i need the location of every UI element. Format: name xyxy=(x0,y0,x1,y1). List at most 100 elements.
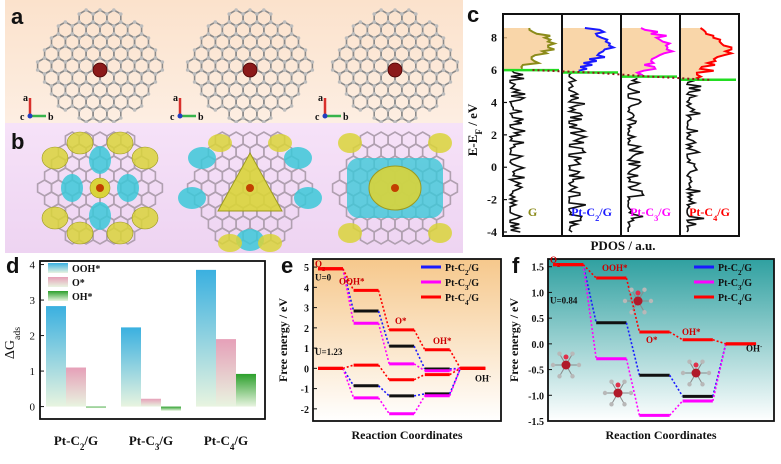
carbon-atom xyxy=(296,44,301,48)
carbon-atom xyxy=(227,116,232,120)
carbon-atom xyxy=(35,60,40,64)
carbon-atom xyxy=(379,56,383,60)
carbon-atom xyxy=(372,44,377,48)
ytick: -1.5 xyxy=(528,417,544,428)
carbon-atom xyxy=(153,56,158,60)
carbon-atom xyxy=(91,60,95,64)
energy-connector xyxy=(448,368,462,395)
carbon-atom xyxy=(296,84,301,88)
carbon-atom xyxy=(63,68,68,72)
carbon-atom xyxy=(213,84,218,88)
panel-d: ΔGads 0 1 2 3 4 Pt-C2/G Pt-C3/G Pt-C4/G OOH* O* OH*… xyxy=(0,253,275,459)
carbon-atom xyxy=(98,80,102,84)
carbon-atom xyxy=(248,120,252,124)
carbon-atom xyxy=(622,379,627,384)
carbon-atom xyxy=(139,24,144,28)
carbon-atom xyxy=(455,60,460,64)
carbon-atom xyxy=(386,116,390,120)
carbon-atom xyxy=(609,402,614,407)
carbon-atom xyxy=(255,84,259,88)
iso-lobe-yellow xyxy=(268,134,292,152)
carbon-atom xyxy=(192,56,197,60)
carbon-atom xyxy=(365,104,370,108)
carbon-atom xyxy=(49,84,54,88)
carbon-atom xyxy=(220,80,225,84)
adsorbate-structure-1 xyxy=(550,351,582,379)
carbon-atom xyxy=(213,60,218,64)
energy-connector xyxy=(413,345,426,370)
carbon-atom xyxy=(282,44,287,48)
carbon-atom xyxy=(234,104,238,108)
carbon-atom xyxy=(407,32,411,36)
energy-connector xyxy=(342,364,354,370)
graphene-hexagon xyxy=(387,227,403,245)
carbon-atom xyxy=(262,56,266,60)
iso-lobe-yellow xyxy=(131,146,159,170)
iso-lobe-cyan xyxy=(236,229,264,251)
carbon-atom xyxy=(234,24,238,28)
energy-connector xyxy=(625,322,641,376)
bar-category-label: Pt-C3/G xyxy=(129,433,173,452)
carbon-atom xyxy=(213,20,218,24)
carbon-atom xyxy=(241,116,245,120)
pdos-trace-unoccupied-4 xyxy=(695,27,735,80)
carbon-atom xyxy=(407,104,411,108)
bar-OOH-3 xyxy=(196,269,216,407)
carbon-atom xyxy=(98,48,102,52)
carbon-atom xyxy=(344,36,349,40)
carbon-atom xyxy=(386,108,390,112)
graphene-hexagon xyxy=(256,105,272,123)
carbon-atom xyxy=(139,96,144,100)
carbon-atom xyxy=(70,96,75,100)
carbon-atom xyxy=(448,56,453,60)
carbon-atom xyxy=(98,120,102,124)
carbon-atom xyxy=(365,32,370,36)
carbon-atom xyxy=(262,72,266,76)
bar-plot-frame xyxy=(39,260,266,420)
carbon-atom xyxy=(241,20,245,24)
carbon-atom xyxy=(112,8,116,12)
iso-lobe-yellow xyxy=(41,206,69,230)
carbon-atom xyxy=(49,36,54,40)
carbon-atom xyxy=(248,96,252,100)
carbon-atom xyxy=(448,80,453,84)
graphene-hexagon xyxy=(106,105,122,123)
carbon-atom xyxy=(91,92,95,96)
carbon-atom xyxy=(379,72,383,76)
graphene-hexagon xyxy=(401,105,417,123)
carbon-atom xyxy=(372,68,377,72)
carbon-atom xyxy=(42,72,47,76)
panel-e: Free energy / eV 5 4 3 2 1 0 -1 -2 Reaction Coord… xyxy=(275,253,506,459)
carbon-atom xyxy=(289,104,294,108)
carbon-atom xyxy=(49,68,54,72)
pdos-trace-occupied-3 xyxy=(625,77,645,232)
carbon-atom xyxy=(268,44,273,48)
carbon-atom xyxy=(393,80,397,84)
carbon-atom xyxy=(289,80,294,84)
carbon-atom xyxy=(112,48,116,52)
carbon-atom xyxy=(77,108,82,112)
pdos-fill-1 xyxy=(503,28,555,71)
graphene-sheet-3 xyxy=(330,8,460,124)
carbon-atom xyxy=(386,60,390,64)
pdos-frame-4 xyxy=(679,13,740,237)
carbon-atom xyxy=(407,48,411,52)
carbon-atom xyxy=(132,60,137,64)
carbon-atom xyxy=(105,108,109,112)
annot-u: U=0.84 xyxy=(550,296,578,306)
carbon-atom xyxy=(63,20,68,24)
carbon-atom xyxy=(427,60,432,64)
carbon-atom xyxy=(365,48,370,52)
bar-O-3 xyxy=(216,339,236,407)
pdos-trace-unoccupied-1 xyxy=(520,27,558,70)
carbon-atom xyxy=(49,92,54,96)
carbon-atom xyxy=(700,359,705,364)
carbon-atom xyxy=(213,68,218,72)
legend-swatch xyxy=(48,277,68,287)
carbon-atom xyxy=(372,20,377,24)
carbon-atom xyxy=(192,80,197,84)
pdos-ytick: 8 xyxy=(491,31,497,45)
carbon-atom xyxy=(303,56,308,60)
